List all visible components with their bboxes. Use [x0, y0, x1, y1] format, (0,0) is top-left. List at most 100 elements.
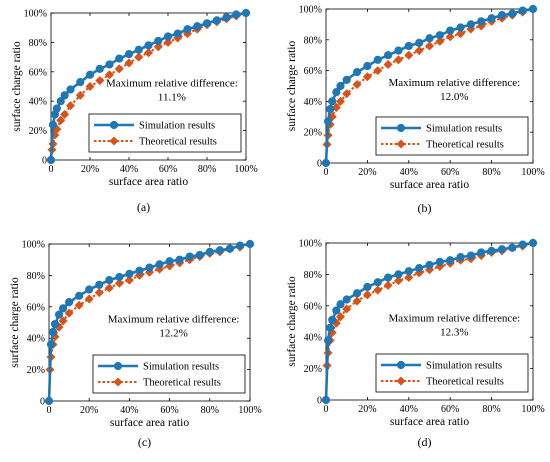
simulation-point: [58, 304, 68, 313]
simulation-point: [85, 285, 94, 294]
simulation-point: [328, 97, 337, 106]
theoretical-point: [445, 32, 455, 42]
theoretical-point: [331, 103, 341, 113]
simulation-point: [183, 25, 192, 34]
annotation-line-1: Maximum relative difference:: [108, 314, 240, 326]
y-tick-label: 80%: [27, 271, 45, 282]
legend-label-simulation: Simulation results: [143, 362, 219, 373]
legend-circle-marker: [396, 360, 406, 370]
x-tick-label: 20%: [358, 167, 376, 178]
theoretical-point: [352, 296, 362, 306]
simulation-point: [173, 29, 182, 38]
simulation-point: [154, 36, 163, 46]
y-tick-label: 40%: [304, 333, 322, 344]
theoretical-point: [435, 36, 445, 46]
x-tick-label: 0: [324, 167, 329, 178]
theoretical-point: [134, 52, 144, 62]
plot-area-frame: [48, 243, 251, 402]
chart-panel-d: 0 20% 40% 60% 80% 100% 0 20% 40% 60% 80% 100% surfac…: [286, 238, 545, 449]
simulation-point: [48, 327, 58, 337]
simulation-point: [497, 245, 507, 254]
y-tick-label: 60%: [29, 67, 47, 78]
simulation-point: [321, 395, 331, 405]
legend-diamond-marker: [396, 139, 406, 149]
simulation-point: [52, 104, 61, 113]
simulation-point: [352, 68, 362, 77]
y-tick-label: 20%: [29, 126, 47, 137]
simulation-point: [235, 241, 245, 250]
theoretical-point: [114, 278, 124, 288]
legend-label-simulation: Simulation results: [426, 361, 502, 372]
simulation-point: [205, 247, 214, 256]
legend-label-theoretical: Theoretical results: [426, 140, 504, 151]
simulation-point: [144, 41, 153, 50]
simulation-point: [394, 270, 403, 279]
annotation-value: 12.0%: [440, 91, 468, 103]
plot-area-frame: [325, 8, 534, 164]
annotation-value: 12.2%: [159, 328, 187, 340]
y-axis-label: surface charge ratio: [11, 41, 23, 132]
x-tick-label: 40%: [120, 164, 138, 175]
simulation-point: [328, 315, 337, 325]
simulation-point: [105, 276, 114, 285]
theoretical-point: [114, 64, 124, 74]
y-tick-label: 40%: [27, 334, 45, 345]
x-axis-label: surface area ratio: [110, 417, 189, 429]
y-tick-label: 60%: [27, 302, 45, 313]
x-tick-label: 60%: [441, 404, 459, 415]
y-tick-label: 80%: [29, 38, 47, 49]
y-tick-label: 80%: [304, 35, 322, 46]
simulation-point: [115, 54, 124, 63]
y-tick-label: 100%: [299, 5, 322, 16]
theoretical-point: [383, 59, 393, 69]
simulation-point: [46, 340, 56, 349]
simulation-point: [394, 46, 403, 55]
y-tick-label: 100%: [299, 239, 322, 250]
x-tick-label: 0: [49, 164, 54, 175]
simulation-point: [508, 9, 517, 18]
simulation-point: [323, 336, 333, 345]
y-tick-label: 0: [40, 397, 45, 408]
y-tick-label: 40%: [304, 97, 322, 108]
simulation-point: [384, 273, 393, 282]
simulation-point: [373, 278, 382, 287]
simulation-point: [456, 253, 465, 262]
y-tick-label: 20%: [27, 365, 45, 376]
simulation-point: [222, 13, 231, 22]
simulation-point: [56, 97, 65, 106]
x-tick-label: 100%: [238, 405, 261, 416]
simulation-point: [175, 255, 184, 264]
simulation-point: [487, 246, 496, 255]
x-tick-label: 20%: [81, 164, 99, 175]
x-tick-label: 80%: [198, 164, 216, 175]
x-axis-label: surface area ratio: [109, 176, 188, 188]
simulation-point: [332, 88, 341, 97]
simulation-point: [225, 244, 234, 253]
y-tick-label: 100%: [24, 9, 47, 20]
simulation-point: [363, 282, 372, 292]
y-tick-label: 100%: [22, 240, 45, 251]
simulation-point: [135, 266, 144, 275]
simulation-point: [336, 300, 345, 309]
simulation-point: [425, 260, 434, 270]
theoretical-point: [373, 66, 383, 76]
panel-caption: (c): [138, 435, 151, 449]
theoretical-point: [393, 276, 403, 286]
theoretical-point: [373, 285, 383, 295]
chart-panel-b: 0 20% 40% 60% 80% 100% 0 20% 40% 60% 80% 100% surfac…: [286, 4, 545, 215]
simulation-point: [134, 45, 143, 54]
y-tick-label: 80%: [304, 270, 322, 281]
theoretical-point: [60, 109, 70, 119]
simulation-point: [384, 51, 393, 60]
series-simulation: [44, 239, 255, 406]
theoretical-point: [143, 48, 154, 58]
y-tick-label: 0: [42, 156, 47, 167]
simulation-point: [508, 243, 517, 252]
x-tick-label: 40%: [120, 405, 138, 416]
simulation-point: [124, 50, 134, 59]
x-tick-label: 100%: [521, 167, 544, 178]
legend-circle-marker: [113, 361, 123, 371]
simulation-point: [155, 260, 164, 269]
theoretical-point: [414, 46, 424, 56]
simulation-point: [404, 267, 413, 276]
